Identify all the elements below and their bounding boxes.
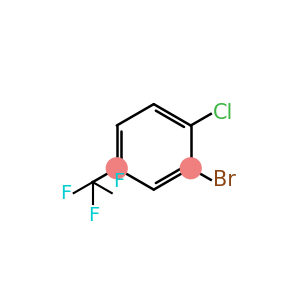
Text: F: F	[60, 184, 71, 202]
Text: Br: Br	[213, 170, 236, 190]
Circle shape	[106, 158, 127, 178]
Text: Cl: Cl	[213, 103, 233, 123]
Circle shape	[180, 158, 201, 178]
Text: F: F	[88, 206, 100, 225]
Text: F: F	[113, 172, 124, 191]
